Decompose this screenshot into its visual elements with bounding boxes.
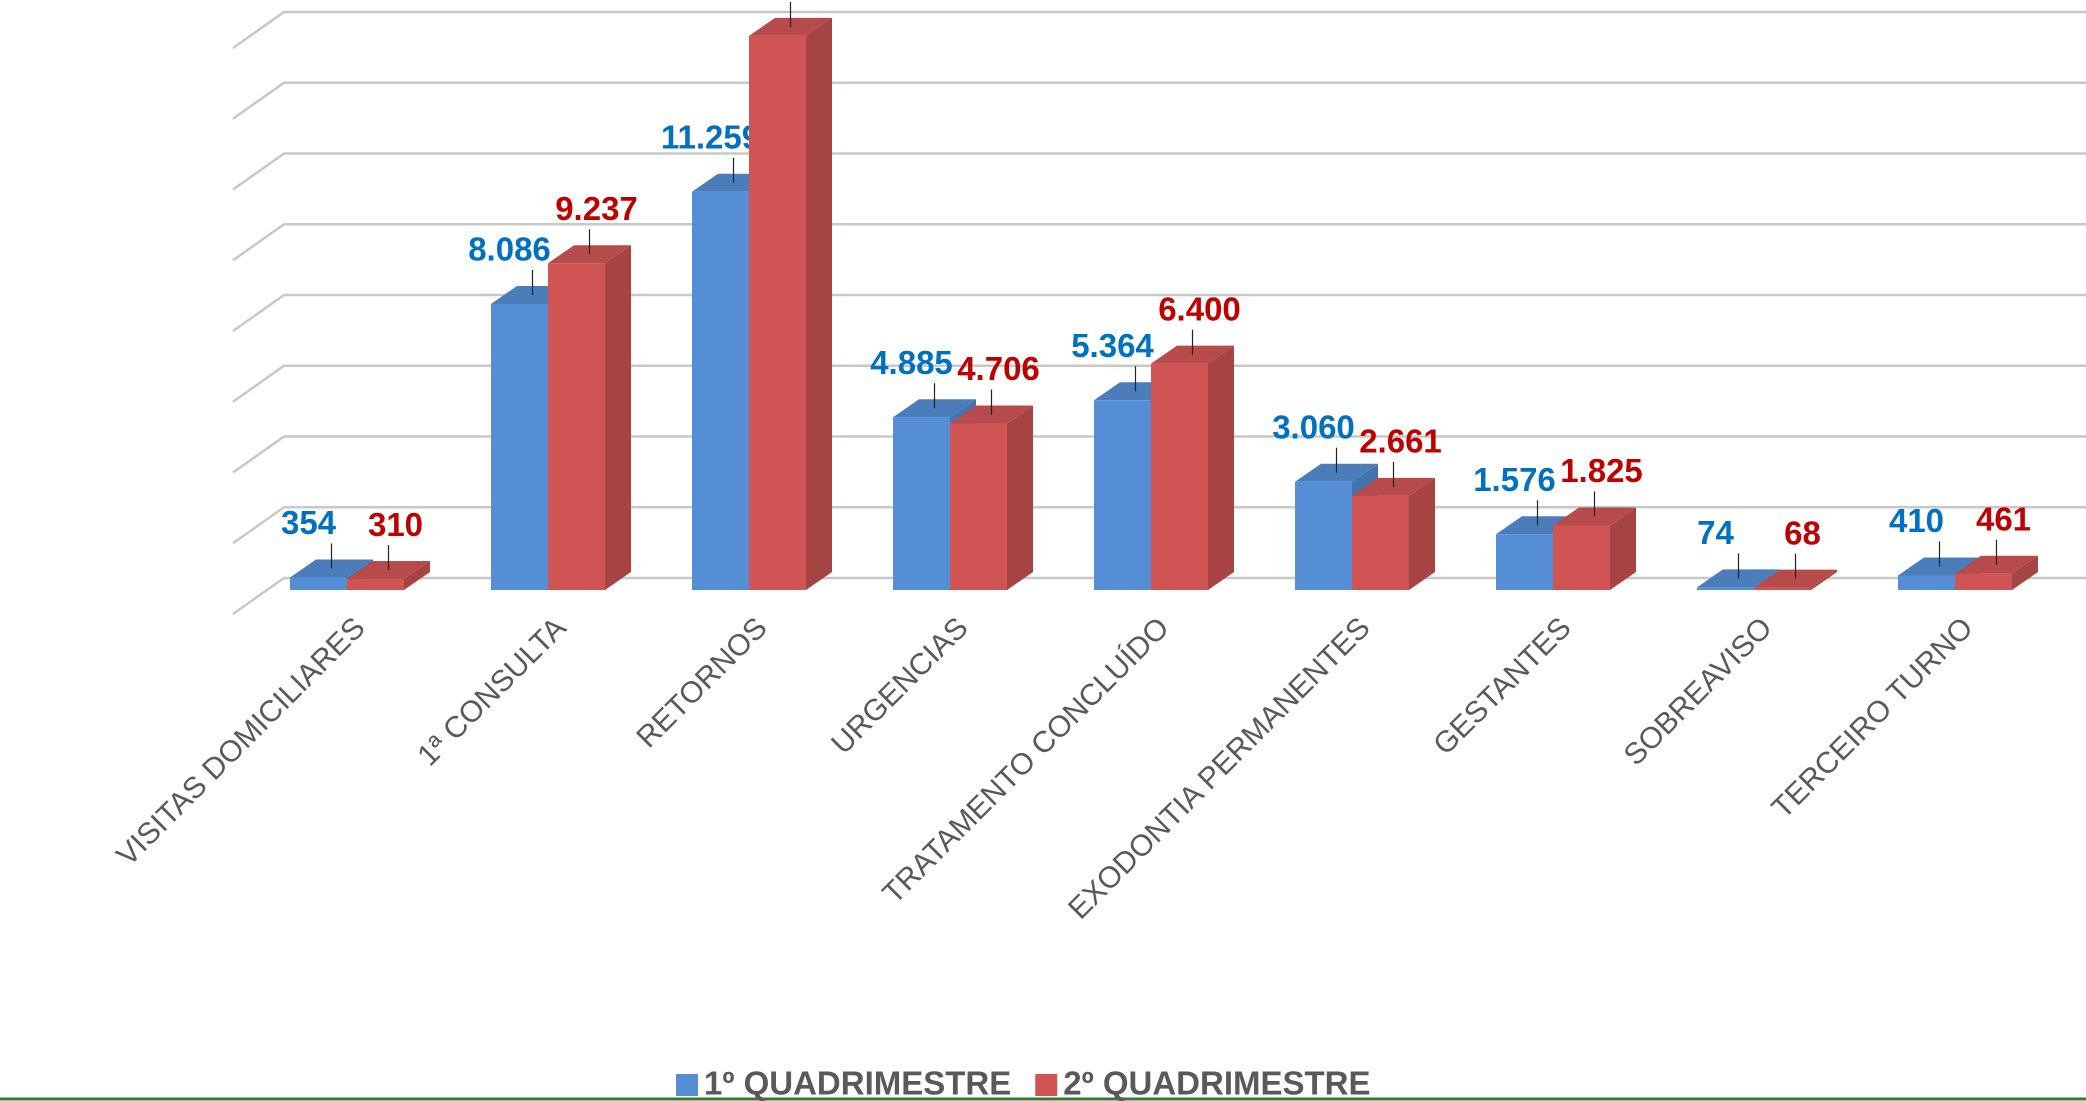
grid-line bbox=[232, 293, 2086, 333]
bar-side bbox=[1007, 405, 1033, 590]
legend-swatch bbox=[1035, 1074, 1058, 1096]
bar-side bbox=[1409, 477, 1435, 590]
grid-line bbox=[232, 152, 2086, 191]
value-label: 8.086 bbox=[468, 231, 551, 268]
bar bbox=[1295, 481, 1352, 590]
grid-line bbox=[232, 81, 2086, 120]
bar-side bbox=[1811, 569, 1837, 590]
bar-side bbox=[404, 561, 430, 590]
x-tick-label: GESTANTES bbox=[1427, 611, 1577, 761]
bar-side bbox=[1208, 345, 1234, 590]
grid-line bbox=[232, 10, 2086, 50]
bar bbox=[491, 303, 548, 590]
bar-side bbox=[1610, 507, 1636, 590]
value-label: 3.060 bbox=[1272, 408, 1355, 445]
value-label: 2.661 bbox=[1359, 423, 1442, 460]
bar bbox=[1754, 587, 1811, 590]
value-label: 6.400 bbox=[1158, 290, 1241, 327]
bar bbox=[1352, 495, 1409, 590]
bar bbox=[347, 579, 404, 590]
x-tick-label: RETORNOS bbox=[630, 611, 773, 754]
bar bbox=[1955, 573, 2012, 590]
bar-side bbox=[605, 245, 631, 590]
x-tick-label: 1ª CONSULTA bbox=[411, 611, 572, 772]
legend-swatch bbox=[676, 1074, 698, 1096]
value-label: 410 bbox=[1889, 502, 1944, 539]
grid-line bbox=[232, 435, 2086, 474]
bar bbox=[1496, 534, 1553, 590]
bar bbox=[1553, 525, 1610, 590]
value-label: 74 bbox=[1697, 514, 1734, 551]
legend-label: 2º QUADRIMESTRE bbox=[1063, 1065, 1370, 1101]
bar bbox=[692, 191, 749, 590]
bar bbox=[290, 577, 347, 590]
bar bbox=[1151, 363, 1208, 590]
value-label: 461 bbox=[1976, 500, 2031, 537]
value-label: 11.259 bbox=[661, 118, 760, 155]
value-label: 5.364 bbox=[1071, 327, 1154, 364]
bar bbox=[1898, 575, 1955, 590]
bar bbox=[1697, 587, 1754, 590]
grid-line bbox=[232, 506, 2086, 545]
value-label: 68 bbox=[1784, 514, 1821, 551]
value-label: 1.576 bbox=[1473, 461, 1556, 498]
value-label: 310 bbox=[368, 506, 423, 543]
value-label: 1.825 bbox=[1560, 452, 1643, 489]
grid-line bbox=[232, 223, 2086, 262]
bar bbox=[548, 263, 605, 590]
bar bbox=[893, 417, 950, 590]
legend-label: 1º QUADRIMESTRE bbox=[704, 1065, 1011, 1101]
x-tick-label: SOBREAVISO bbox=[1618, 611, 1779, 772]
value-label: 9.237 bbox=[555, 190, 638, 227]
value-label: 4.885 bbox=[870, 344, 953, 381]
value-label: 4.706 bbox=[957, 350, 1040, 387]
bar bbox=[950, 423, 1007, 590]
value-label: 354 bbox=[281, 504, 337, 541]
bar bbox=[1094, 400, 1151, 590]
bar-side bbox=[2012, 555, 2038, 590]
grid-line bbox=[232, 364, 2086, 403]
bar-side bbox=[806, 17, 832, 590]
bar bbox=[749, 35, 806, 590]
x-tick-label: URGENCIAS bbox=[825, 611, 974, 760]
x-tick-label: VISITAS DOMICILIARES bbox=[110, 611, 371, 872]
grid-line bbox=[232, 576, 2086, 616]
x-tick-label: TERCEIRO TURNO bbox=[1766, 611, 1980, 825]
